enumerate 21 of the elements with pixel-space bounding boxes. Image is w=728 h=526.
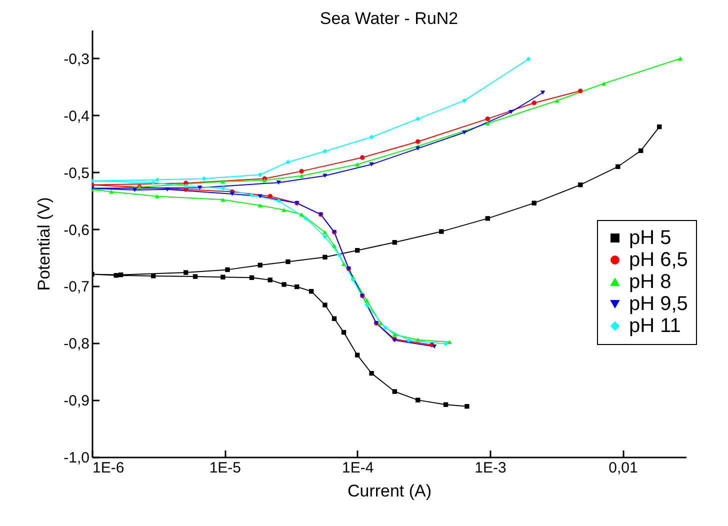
legend-label: pH 11 (629, 315, 681, 337)
y-tick-label: -0,3 (64, 50, 90, 68)
legend-label: pH 6,5 (629, 249, 688, 271)
y-tick-label: -0,7 (64, 278, 90, 296)
x-tick-label: 1E-4 (342, 460, 374, 476)
y-tick-label: -0,6 (64, 222, 90, 239)
x-axis-title: Current (A) (347, 482, 432, 500)
legend-label: pH 8 (629, 271, 672, 293)
legend-label: pH 9,5 (629, 293, 688, 315)
y-tick-label: -0,4 (64, 108, 90, 125)
chart-title: Sea Water - RuN2 (320, 9, 458, 28)
x-tick-label: 1E-6 (92, 460, 124, 476)
y-axis-title: Potential (V) (34, 197, 54, 291)
y-tick-label: -0,5 (64, 164, 90, 182)
x-tick-label: 0,01 (608, 460, 638, 476)
legend-label: pH 5 (629, 227, 672, 249)
x-tick-label: 1E-5 (209, 460, 242, 476)
y-tick-label: -0,8 (64, 336, 90, 353)
x-tick-label: 1E-3 (474, 460, 506, 476)
y-tick-label: -1,0 (64, 450, 90, 466)
y-tick-label: -0,9 (64, 392, 90, 410)
